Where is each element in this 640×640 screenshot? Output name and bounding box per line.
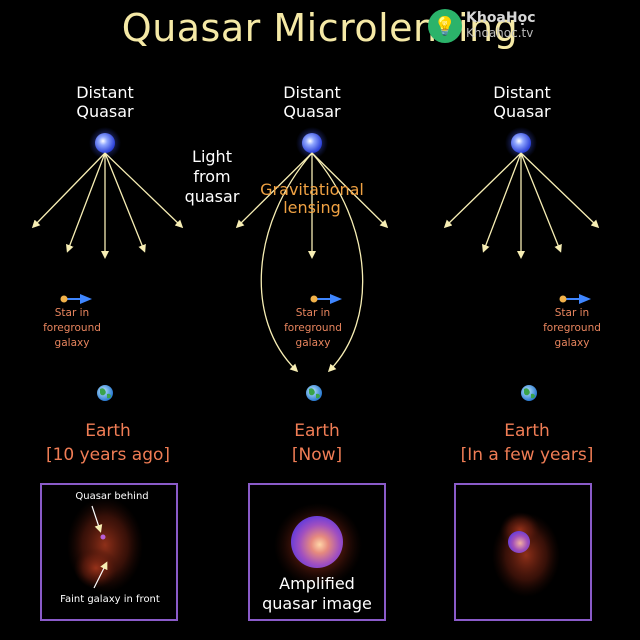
watermark-domain: Khoahoc.tv [466, 26, 534, 40]
light-rays-right [443, 152, 600, 259]
panel-few-years [454, 483, 592, 621]
panel-middle-art [274, 503, 362, 587]
light-from-quasar-label: Light from quasar [184, 147, 240, 206]
light-rays-left [31, 152, 184, 259]
earth-label-middle: Earth [Now] [291, 421, 343, 465]
gravitational-lensing-label: Gravitational lensing [260, 180, 364, 217]
earth-label-left: Earth [10 years ago] [45, 421, 171, 465]
panel-now [248, 483, 386, 621]
amplified-quasar-caption: Amplified quasar image [262, 574, 372, 613]
earth-label-right: Earth [In a few years] [460, 421, 594, 465]
panel-left-art [67, 497, 143, 593]
header-right: Distant Quasar [493, 83, 551, 121]
watermark-site: KhoaHọc [466, 10, 536, 26]
quasar-behind-note: Quasar behind [75, 491, 149, 502]
watermark: 💡 KhoaHọc Khoahoc.tv [428, 6, 636, 46]
faint-galaxy-note: Faint galaxy in front [60, 594, 160, 605]
quasar-middle [296, 127, 328, 159]
bulb-icon: 💡 [428, 9, 462, 43]
earth-left [97, 385, 113, 401]
header-left: Distant Quasar [76, 83, 134, 121]
quasar-left [89, 127, 121, 159]
earth-right [521, 385, 537, 401]
star-middle [310, 294, 342, 304]
star-label-middle: Star in foreground galaxy [284, 307, 342, 349]
star-left [60, 294, 92, 304]
panel-10-years-ago [40, 483, 178, 621]
header-middle: Distant Quasar [283, 83, 341, 121]
star-right [559, 294, 591, 304]
star-label-right: Star in foreground galaxy [543, 307, 601, 349]
quasar-right [505, 127, 537, 159]
star-label-left: Star in foreground galaxy [43, 307, 101, 349]
earth-middle [306, 385, 322, 401]
light-rays-middle [235, 152, 389, 373]
panel-right-art [492, 512, 560, 597]
